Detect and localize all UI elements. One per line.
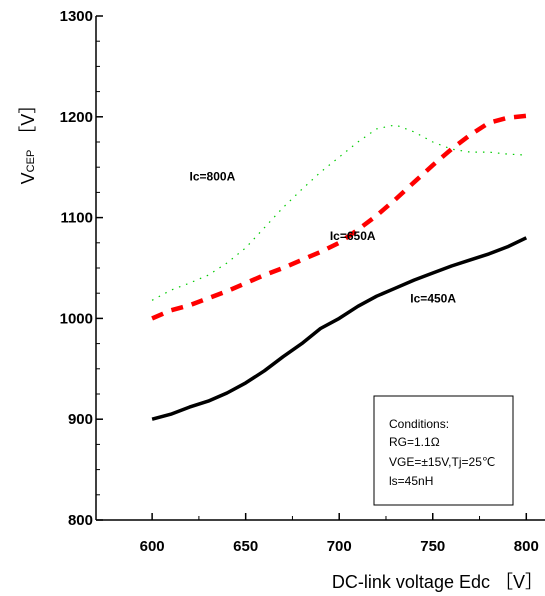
y-tick-label-1200: 1200 bbox=[60, 109, 93, 126]
series-line-ic-450a bbox=[151, 236, 528, 421]
y-axis-title-unit: ［V］ bbox=[18, 96, 38, 144]
series-label-ic-650a: Ic=650A bbox=[330, 229, 376, 243]
series-label-ic-800a: Ic=800A bbox=[190, 169, 236, 183]
x-tick-label-800: 800 bbox=[514, 538, 539, 555]
series-line-ic-650a bbox=[151, 113, 527, 321]
conditions-line-rg: RG=1.1Ω bbox=[389, 435, 440, 449]
series-label-layer: Ic=450A Ic=650A Ic=800A bbox=[190, 169, 457, 305]
conditions-line-ls: ls=45nH bbox=[389, 474, 433, 488]
y-axis-title-text: VCEP ［V］ bbox=[18, 96, 38, 185]
y-axis-title-sub: CEP bbox=[25, 150, 37, 173]
y-tick-label-1100: 1100 bbox=[60, 210, 93, 227]
y-tick-label-900: 900 bbox=[68, 411, 93, 428]
conditions-title: Conditions: bbox=[389, 417, 449, 431]
x-axis-title: DC-link voltage Edc ［V］ bbox=[332, 572, 543, 592]
x-tick-label-750: 750 bbox=[420, 538, 445, 555]
y-tick-label-800: 800 bbox=[68, 512, 93, 529]
series-label-ic-450a: Ic=450A bbox=[410, 291, 456, 305]
conditions-box: Conditions: RG=1.1Ω VGE=±15V,Tj=25℃ ls=4… bbox=[373, 395, 514, 506]
y-tick-label-1300: 1300 bbox=[60, 8, 93, 25]
conditions-box-border bbox=[373, 395, 514, 506]
ticks: 800 900 1000 1100 1200 1300 600 650 700 750 800 bbox=[60, 8, 539, 555]
y-axis-title: VCEP ［V］ bbox=[18, 96, 38, 185]
y-tick-label-1000: 1000 bbox=[60, 310, 93, 327]
x-tick-label-700: 700 bbox=[327, 538, 352, 555]
y-axis-title-main: V bbox=[18, 172, 38, 184]
conditions-line-vge: VGE=±15V,Tj=25℃ bbox=[389, 455, 495, 469]
series-layer bbox=[151, 113, 528, 421]
x-tick-label-600: 600 bbox=[140, 538, 165, 555]
x-tick-label-650: 650 bbox=[233, 538, 258, 555]
